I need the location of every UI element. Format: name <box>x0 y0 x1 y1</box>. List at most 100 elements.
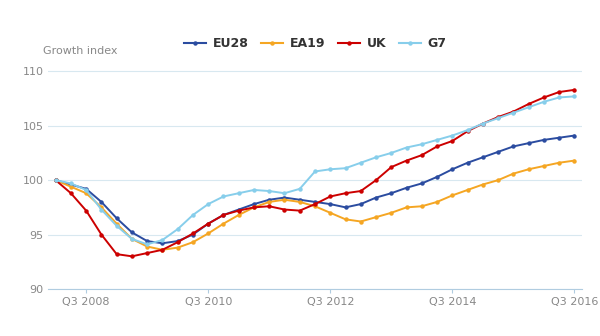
G7 <box>159 238 166 242</box>
UK <box>281 208 288 212</box>
G7 <box>525 105 532 109</box>
EU28 <box>128 230 136 235</box>
EU28 <box>494 150 502 154</box>
G7 <box>67 181 74 185</box>
EA19 <box>296 200 304 204</box>
EA19 <box>403 205 410 209</box>
EU28 <box>250 202 257 206</box>
UK <box>296 209 304 213</box>
UK <box>342 191 349 195</box>
UK <box>98 233 105 237</box>
Legend: EU28, EA19, UK, G7: EU28, EA19, UK, G7 <box>179 33 451 55</box>
EA19 <box>311 204 319 208</box>
EA19 <box>83 191 90 195</box>
UK <box>52 178 59 182</box>
EU28 <box>281 196 288 200</box>
EU28 <box>52 178 59 182</box>
EU28 <box>540 138 547 142</box>
EU28 <box>113 216 120 220</box>
G7 <box>494 116 502 120</box>
G7 <box>190 213 197 217</box>
EA19 <box>235 213 242 217</box>
UK <box>143 251 151 255</box>
EA19 <box>190 240 197 244</box>
G7 <box>388 151 395 155</box>
UK <box>67 191 74 195</box>
UK <box>373 178 380 182</box>
EA19 <box>464 188 471 192</box>
EU28 <box>433 175 440 179</box>
G7 <box>281 191 288 195</box>
UK <box>357 189 364 193</box>
EA19 <box>540 164 547 168</box>
EU28 <box>403 186 410 190</box>
G7 <box>373 155 380 159</box>
EA19 <box>342 217 349 221</box>
G7 <box>205 202 212 206</box>
G7 <box>311 169 319 173</box>
G7 <box>128 237 136 241</box>
UK <box>571 88 578 92</box>
UK <box>235 209 242 213</box>
UK <box>494 115 502 119</box>
G7 <box>174 227 181 231</box>
EA19 <box>174 246 181 250</box>
EA19 <box>479 182 487 186</box>
Line: G7: G7 <box>53 94 577 247</box>
EA19 <box>388 211 395 215</box>
UK <box>556 90 563 94</box>
G7 <box>571 94 578 98</box>
EU28 <box>357 202 364 206</box>
G7 <box>143 242 151 246</box>
EA19 <box>143 245 151 249</box>
G7 <box>250 188 257 192</box>
EU28 <box>342 205 349 209</box>
EA19 <box>67 185 74 189</box>
EU28 <box>83 187 90 191</box>
EU28 <box>510 144 517 149</box>
EU28 <box>464 161 471 165</box>
EU28 <box>266 198 273 202</box>
UK <box>220 213 227 217</box>
G7 <box>510 111 517 115</box>
EA19 <box>113 222 120 226</box>
G7 <box>556 95 563 99</box>
G7 <box>479 122 487 126</box>
UK <box>510 110 517 114</box>
G7 <box>418 142 425 146</box>
EU28 <box>143 239 151 243</box>
EA19 <box>266 200 273 204</box>
Line: UK: UK <box>53 88 577 258</box>
G7 <box>433 138 440 142</box>
UK <box>449 139 456 143</box>
EA19 <box>250 205 257 209</box>
EA19 <box>525 167 532 171</box>
UK <box>83 209 90 213</box>
EU28 <box>220 213 227 217</box>
EU28 <box>571 133 578 137</box>
UK <box>266 204 273 208</box>
EA19 <box>52 178 59 182</box>
EU28 <box>449 167 456 171</box>
G7 <box>113 224 120 228</box>
UK <box>464 129 471 133</box>
G7 <box>464 128 471 132</box>
UK <box>418 153 425 157</box>
UK <box>403 159 410 163</box>
EU28 <box>556 136 563 140</box>
UK <box>205 222 212 226</box>
EA19 <box>373 215 380 219</box>
EA19 <box>449 194 456 198</box>
UK <box>311 202 319 206</box>
G7 <box>326 167 334 171</box>
UK <box>433 144 440 149</box>
EA19 <box>205 232 212 236</box>
UK <box>174 240 181 244</box>
EU28 <box>388 191 395 195</box>
EU28 <box>525 141 532 145</box>
EU28 <box>296 198 304 202</box>
EA19 <box>510 172 517 176</box>
EA19 <box>220 222 227 226</box>
UK <box>250 205 257 209</box>
UK <box>540 95 547 99</box>
